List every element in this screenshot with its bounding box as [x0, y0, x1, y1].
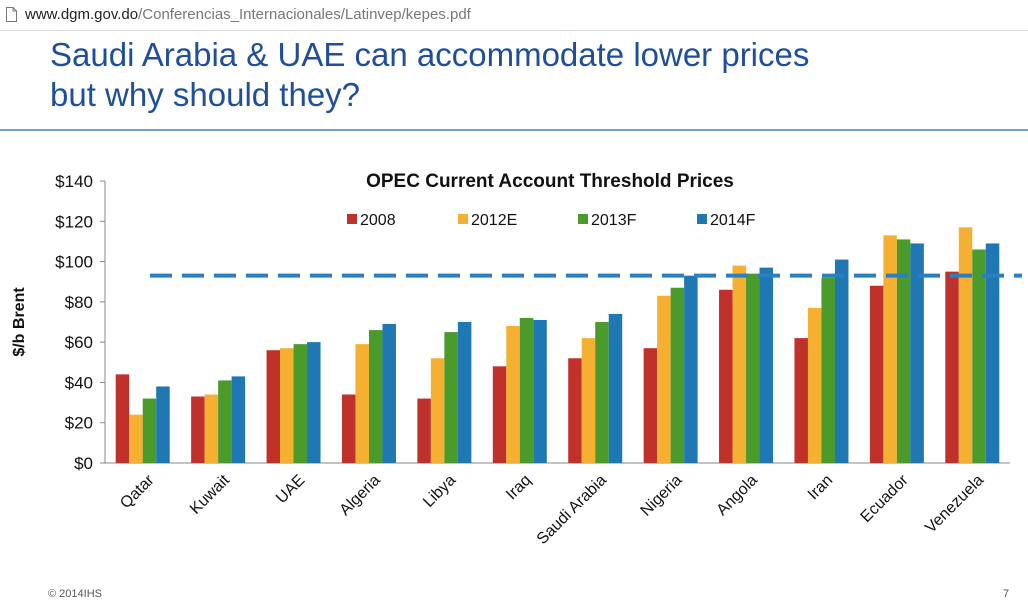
bar-angola-2014f: [759, 267, 774, 463]
y-tick-label: $20: [65, 414, 93, 433]
page-number: 7: [1003, 588, 1010, 600]
bar-ecuador-2012e: [883, 235, 897, 463]
x-tick-label: Kuwait: [187, 471, 233, 517]
bar-iran-2012e: [807, 307, 822, 463]
bar-qatar-2013f: [142, 398, 157, 463]
x-tick-label: Angola: [714, 472, 761, 519]
bar-uae-2013f: [293, 344, 308, 463]
bar-saudi-arabia-2014f: [608, 313, 623, 463]
x-tick-label: Algeria: [337, 472, 384, 519]
bar-venezuela-2014f: [985, 243, 1000, 463]
x-tick-label: Nigeria: [638, 472, 686, 520]
legend-label-2013f: 2013F: [591, 212, 637, 229]
bar-iran-2014f: [834, 259, 849, 463]
y-tick-label: $140: [55, 172, 93, 191]
legend-swatch-2013f: [578, 214, 588, 224]
legend-swatch-2014f: [697, 214, 707, 224]
y-tick-label: $80: [65, 293, 93, 312]
x-tick-label: Saudi Arabia: [534, 472, 610, 548]
bar-algeria-2014f: [382, 324, 396, 463]
bar-iraq-2012e: [506, 326, 520, 463]
y-tick-label: $100: [55, 253, 93, 272]
bar-qatar-2008: [115, 374, 130, 463]
bar-libya-2008: [417, 398, 431, 463]
footer-copyright: © 2014IHS: [48, 588, 102, 600]
legend-label-2008: 2008: [360, 212, 396, 229]
bar-iraq-2008: [492, 366, 507, 463]
bar-uae-2014f: [307, 342, 321, 463]
x-tick-label: Iran: [805, 472, 837, 504]
x-tick-label: Qatar: [117, 471, 158, 512]
bar-venezuela-2008: [945, 271, 959, 463]
url-domain: www.dgm.gov.do: [25, 6, 139, 23]
bar-nigeria-2014f: [684, 275, 698, 463]
bar-kuwait-2014f: [231, 376, 246, 463]
bar-ecuador-2008: [869, 285, 884, 463]
y-axis-title: $/b Brent: [11, 287, 28, 357]
bar-kuwait-2012e: [204, 394, 219, 463]
x-tick-label: UAE: [273, 472, 308, 507]
bar-uae-2012e: [280, 348, 294, 463]
bar-uae-2008: [266, 350, 281, 463]
slide-title: Saudi Arabia & UAE can accommodate lower…: [50, 35, 1010, 115]
browser-address-bar[interactable]: www.dgm.gov.do/Conferencias_Internaciona…: [0, 0, 1028, 31]
slide-title-line-1: Saudi Arabia & UAE can accommodate lower…: [50, 36, 810, 73]
bar-saudi-arabia-2008: [568, 358, 582, 463]
x-tick-label: Libya: [420, 472, 459, 511]
bar-iraq-2014f: [533, 319, 547, 463]
bar-chart: $0 $20 $40 $60 $80 $100 $120 $140 $/b Brent OPEC …: [11, 171, 1022, 548]
bar-kuwait-2013f: [218, 380, 232, 463]
bar-ecuador-2014f: [910, 243, 924, 463]
bar-libya-2014f: [457, 322, 472, 463]
bar-saudi-arabia-2012e: [581, 338, 596, 463]
bar-ecuador-2013f: [896, 239, 911, 463]
x-tick-label: Ecuador: [858, 471, 913, 526]
bar-algeria-2013f: [368, 330, 383, 463]
document-icon: [6, 7, 17, 22]
bar-iran-2013f: [821, 277, 835, 463]
bar-libya-2013f: [444, 332, 458, 463]
bar-saudi-arabia-2013f: [595, 322, 609, 463]
bar-venezuela-2012e: [958, 227, 973, 463]
bar-libya-2012e: [430, 358, 445, 463]
bar-qatar-2014f: [156, 386, 170, 463]
bar-angola-2013f: [746, 273, 760, 463]
bar-iran-2008: [794, 338, 808, 463]
bar-angola-2008: [719, 289, 733, 463]
y-tick-label: $0: [74, 454, 93, 473]
y-tick-label: $60: [65, 333, 93, 352]
title-divider: [0, 129, 1028, 131]
bar-venezuela-2013f: [972, 249, 986, 463]
slide-title-line-2: but why should they?: [50, 76, 361, 113]
x-tick-label: Venezuela: [922, 472, 987, 537]
x-tick-label: Iraq: [503, 472, 535, 504]
bar-nigeria-2013f: [670, 287, 685, 463]
url-text[interactable]: www.dgm.gov.do/Conferencias_Internaciona…: [25, 6, 471, 23]
url-path: /Conferencias_Internacionales/Latinvep/k…: [138, 6, 471, 23]
legend-label-2012e: 2012E: [471, 212, 517, 229]
bar-algeria-2008: [341, 394, 356, 463]
y-tick-label: $40: [65, 373, 93, 392]
bar-iraq-2013f: [519, 317, 534, 463]
y-tick-label: $120: [55, 212, 93, 231]
bar-qatar-2012e: [129, 414, 143, 463]
legend-swatch-2012e: [458, 214, 468, 224]
bar-nigeria-2008: [643, 348, 658, 463]
bar-nigeria-2012e: [657, 295, 671, 463]
bar-angola-2012e: [732, 265, 747, 463]
bar-kuwait-2008: [191, 396, 205, 463]
chart-title: OPEC Current Account Threshold Prices: [366, 171, 734, 192]
legend-label-2014f: 2014F: [710, 212, 756, 229]
legend-swatch-2008: [347, 214, 357, 224]
bar-algeria-2012e: [355, 344, 369, 463]
